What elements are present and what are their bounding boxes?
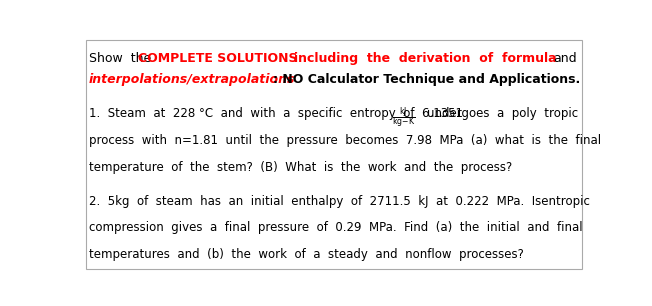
Text: $\mathregular{\frac{kJ}{kg\!-\!K}}$: $\mathregular{\frac{kJ}{kg\!-\!K}}$: [392, 105, 415, 131]
Text: undergoes  a  poly  tropic: undergoes a poly tropic: [427, 107, 578, 120]
Text: 2.  5kg  of  steam  has  an  initial  enthalpy  of  2711.5  kJ  at  0.222  MPa. : 2. 5kg of steam has an initial enthalpy …: [89, 195, 590, 207]
Text: COMPLETE SOLUTIONS: COMPLETE SOLUTIONS: [138, 52, 297, 65]
Text: temperature  of  the  stem?  (B)  What  is  the  work  and  the  process?: temperature of the stem? (B) What is the…: [89, 161, 512, 174]
Text: compression  gives  a  final  pressure  of  0.29  MPa.  Find  (a)  the  initial : compression gives a final pressure of 0.…: [89, 221, 583, 234]
Text: : NO Calculator Technique and Applications.: : NO Calculator Technique and Applicatio…: [273, 73, 580, 86]
Text: interpolations/extrapolations: interpolations/extrapolations: [89, 73, 295, 86]
Text: and: and: [553, 52, 576, 65]
Text: process  with  n=1.81  until  the  pressure  becomes  7.98  MPa  (a)  what  is  : process with n=1.81 until the pressure b…: [89, 134, 601, 147]
Text: including  the  derivation  of  formula: including the derivation of formula: [293, 52, 556, 65]
Text: temperatures  and  (b)  the  work  of  a  steady  and  nonflow  processes?: temperatures and (b) the work of a stead…: [89, 248, 524, 261]
Text: Show  the: Show the: [89, 52, 151, 65]
Text: 1.  Steam  at  228 °C  and  with  a  specific  entropy  of  6.1351: 1. Steam at 228 °C and with a specific e…: [89, 107, 463, 120]
